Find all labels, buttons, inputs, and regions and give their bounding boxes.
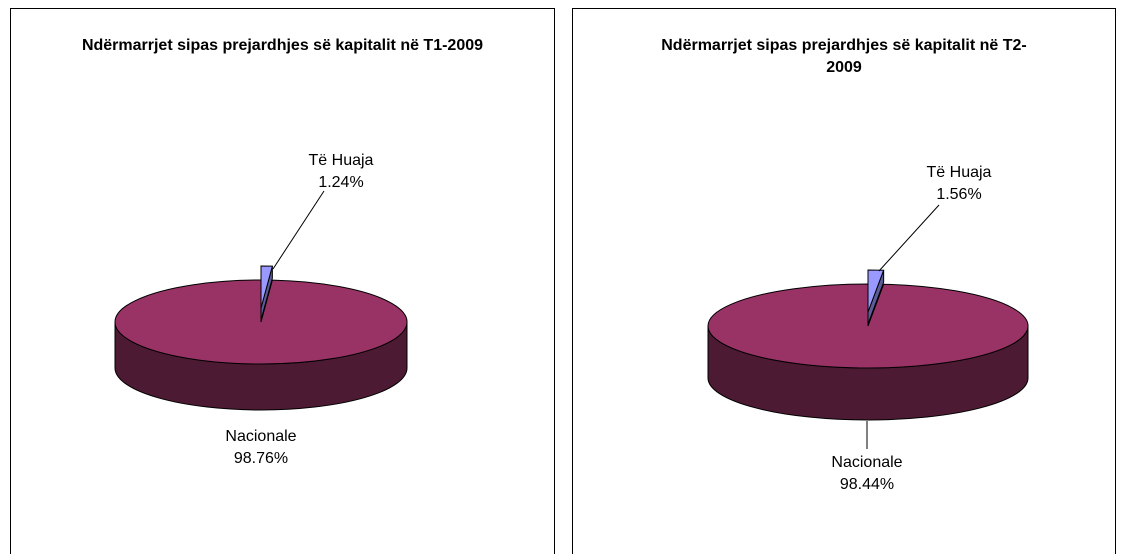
pie-chart: Të Huaja 1.24% Nacionale 98.76% [114, 152, 408, 467]
leader-line [878, 204, 940, 272]
data-label-value: 1.24% [318, 174, 363, 191]
data-label-name: Të Huaja [927, 164, 992, 181]
chart-frame: Ndërmarrjet sipas prejardhjes së kapital… [10, 8, 555, 554]
pie-chart: Të Huaja 1.56% Nacionale 98.44% [707, 164, 1029, 493]
pie-slice [707, 283, 1029, 369]
data-label-name: Të Huaja [309, 152, 374, 169]
leader-line [272, 190, 325, 270]
pie-slice [260, 265, 274, 309]
pie-slice [114, 279, 408, 365]
data-label-name: Nacionale [831, 454, 902, 471]
data-label-value: 98.44% [840, 476, 894, 493]
data-label-value: 98.76% [234, 450, 288, 467]
chart-frame: Ndërmarrjet sipas prejardhjes së kapital… [572, 8, 1116, 554]
pie-slice [867, 269, 885, 313]
data-label-value: 1.56% [936, 186, 981, 203]
chart-title: Ndërmarrjet sipas prejardhjes së kapital… [661, 37, 1027, 76]
data-label-name: Nacionale [225, 428, 296, 445]
chart-title: Ndërmarrjet sipas prejardhjes së kapital… [81, 37, 484, 54]
